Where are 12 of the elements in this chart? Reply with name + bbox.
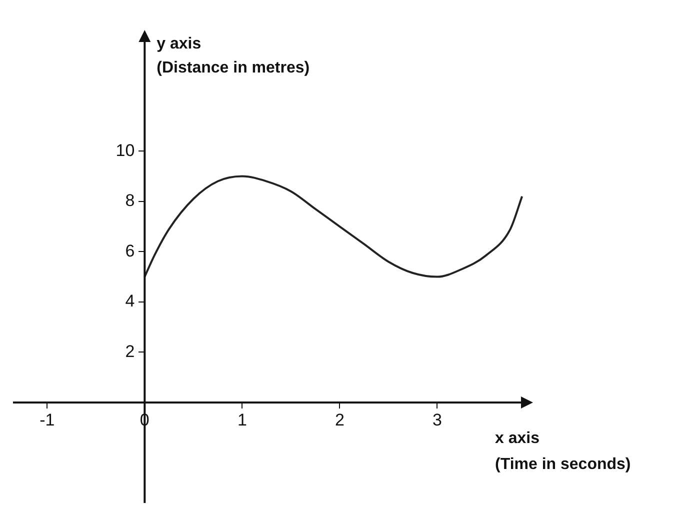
y-tick-label: 6 [125,241,135,260]
y-axis-title: y axis (Distance in metres) [156,35,310,76]
x-tick-label: 3 [432,410,442,430]
y-tick-label: 4 [125,292,135,311]
y-tick-label: 10 [116,140,135,160]
y-tick-label: 2 [125,342,135,361]
x-tick-label: -1 [40,410,55,430]
x-axis-title: x axis (Time in seconds) [495,430,631,473]
y-tick-label: 8 [125,191,135,210]
x-tick-label: 2 [334,410,344,430]
x-tick-label: 1 [237,410,247,430]
line-series [144,175,524,278]
